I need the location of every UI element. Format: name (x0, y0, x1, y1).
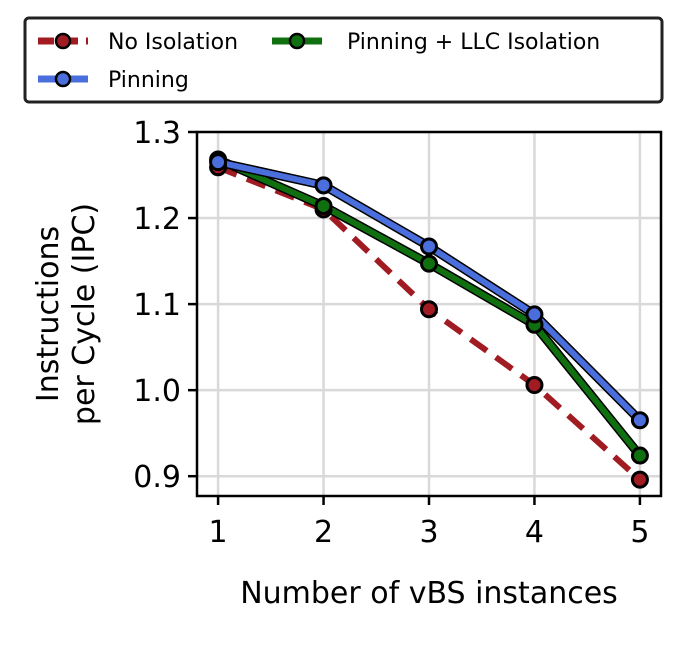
x-axis-title: Number of vBS instances (240, 576, 618, 611)
data-point-pinning (630, 411, 649, 430)
legend-frame (23, 16, 664, 104)
legend-entry-no-isolation: No Isolation (38, 30, 238, 55)
data-point-pinning-llc-isolation (420, 254, 438, 273)
data-point-no-isolation (630, 470, 649, 489)
data-point-no-isolation (525, 375, 544, 394)
data-point-pinning-llc-isolation (630, 446, 649, 465)
axis-ticks: 1 2 3 4 5 0.9 1.0 1.1 1.2 1.3 (133, 116, 649, 550)
y-tick-label: 1.0 (133, 374, 181, 409)
x-tick-label: 1 (209, 515, 228, 550)
data-point-pinning (314, 176, 333, 195)
legend: No Isolation Pinning + LLC Isolation Pin… (23, 16, 664, 104)
legend-label-pinning: Pinning (108, 68, 189, 93)
x-tick-label: 2 (314, 515, 333, 550)
y-tick-label: 0.9 (133, 460, 181, 495)
legend-label-pinning-llc: Pinning + LLC Isolation (347, 30, 600, 55)
x-tick-label: 4 (525, 515, 544, 550)
y-tick-label: 1.2 (133, 202, 181, 237)
legend-entry-pinning: Pinning (38, 68, 189, 93)
legend-marker-pinning-llc (288, 32, 306, 50)
legend-entry-pinning-llc: Pinning + LLC Isolation (272, 30, 600, 55)
y-tick-label: 1.3 (133, 116, 181, 151)
y-tick-label: 1.1 (133, 288, 181, 323)
y-axis-title-line-1: Instructions (31, 226, 66, 402)
legend-marker-no-isolation (54, 32, 72, 50)
legend-marker-pinning (54, 70, 72, 88)
data-point-pinning (209, 153, 228, 172)
y-axis-title-line-2: per Cycle (IPC) (67, 203, 102, 425)
data-point-pinning-llc-isolation (314, 197, 333, 216)
legend-label-no-isolation: No Isolation (108, 30, 238, 55)
data-point-pinning (420, 237, 438, 256)
x-tick-label: 3 (419, 515, 438, 550)
data-point-pinning (525, 305, 544, 324)
y-axis-title: Instructions per Cycle (IPC) (31, 203, 102, 425)
data-point-no-isolation (420, 300, 438, 319)
x-tick-label: 5 (630, 515, 649, 550)
series-markers (209, 150, 649, 489)
